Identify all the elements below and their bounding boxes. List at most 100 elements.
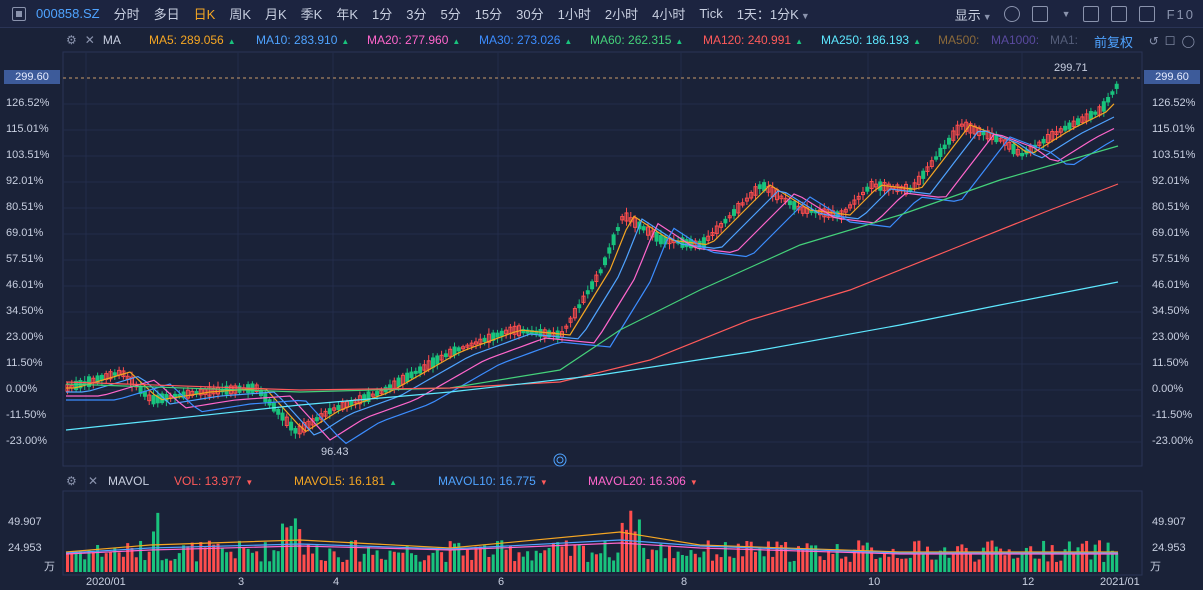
period-tab[interactable]: 5分 [440,7,461,22]
ma500-label[interactable]: MA500: [938,33,980,47]
fullscreen-icon[interactable] [1138,6,1155,22]
volume-bar [1016,557,1020,572]
period-tab-active[interactable]: 日K [193,7,216,22]
center-target-icon [553,453,567,467]
ma-item[interactable]: MA10: 283.910 ▲ [256,33,349,47]
undo-icon[interactable]: ↺ [1148,34,1159,48]
f10-button[interactable]: F10 [1166,6,1195,22]
candle-body [521,329,526,334]
candle-body [370,393,375,397]
period-tab[interactable]: 周K [229,7,251,22]
candle-body [800,206,805,214]
gear-icon[interactable]: ⚙ [66,33,77,47]
vol-item[interactable]: VOL: 13.977 ▼ [174,474,253,488]
ma-item[interactable]: MA60: 262.315 ▲ [590,33,683,47]
volume-bar [1115,552,1119,572]
volume-bar [857,540,861,572]
candle-body [314,417,319,422]
ma-item[interactable]: MA5: 289.056 ▲ [149,33,236,47]
volume-bar [1046,561,1050,572]
volume-bar [182,545,186,572]
volume-bar [633,531,637,572]
period-tab[interactable]: 月K [264,7,287,22]
candle-body [542,329,547,338]
volume-bar [637,519,641,572]
volume-bar [169,560,173,572]
period-tab[interactable]: 季K [300,7,323,22]
vol-item[interactable]: MAVOL10: 16.775 ▼ [438,474,548,488]
ma60-line [65,145,1119,393]
volume-bar [883,553,886,572]
volume-bar [736,543,740,572]
period-tab[interactable]: 年K [336,7,358,22]
ma60-label: MA60: 262.315 [590,33,672,47]
volume-bar [87,549,91,572]
volume-bar [336,557,340,572]
ma-item[interactable]: MA120: 240.991 ▲ [703,33,803,47]
candle-body [895,184,900,193]
volume-bar [195,561,198,572]
candle-body [646,226,650,236]
period-tab[interactable]: 15分 [474,7,503,22]
box-icon[interactable]: ☐ [1164,34,1176,48]
ma1-label[interactable]: MA1: [1050,33,1079,47]
up-arrow-icon: ▲ [341,37,350,46]
candle-body [190,390,195,397]
volume-bar [861,545,865,572]
top-toolbar: 000858.SZ 分时 多日 日K 周K 月K 季K 年K 1分 3分 5分 … [0,0,1203,28]
period-tab[interactable]: 多日 [153,7,180,22]
layout-icon[interactable] [1031,6,1048,22]
ma-item[interactable]: MA30: 273.026 ▲ [479,33,572,47]
vol-item[interactable]: MAVOL5: 16.181 ▲ [294,474,397,488]
down-arrow-icon: ▼ [539,478,548,487]
volume-bar [977,559,981,572]
circle-icon[interactable]: ◯ [1181,34,1195,48]
volume-bar [461,555,465,572]
down-arrow-icon: ▼ [689,478,698,487]
current-price-left: 299.60 [4,70,60,84]
close-icon[interactable]: ✕ [88,474,99,488]
period-tab[interactable]: 30分 [516,7,544,22]
candle-body [727,215,732,219]
vol-item[interactable]: MAVOL20: 16.306 ▼ [588,474,698,488]
pen-icon[interactable] [1110,6,1127,22]
period-tab[interactable]: 分时 [113,7,140,22]
gear-icon[interactable]: ⚙ [66,474,77,488]
volume-bar [564,540,568,572]
panel-toggle-icon[interactable] [12,6,26,21]
fuquan-dropdown[interactable]: 前复权 [1093,35,1133,50]
candle-body [439,354,444,361]
period-tab[interactable]: Tick [699,6,723,21]
period-dropdown[interactable]: 1天：1分K ▼ [737,4,810,23]
period-tab[interactable]: 2小时 [604,7,639,22]
price-axis-label: 0.00% [6,383,38,395]
price-axis-label: -23.00% [6,435,47,447]
volume-bar [603,541,607,572]
close-icon[interactable]: ✕ [84,33,95,47]
period-tab[interactable]: 3分 [406,7,427,22]
candle-body [581,295,586,303]
candle-body [577,304,582,309]
display-dropdown[interactable]: 显示 ▼ [955,5,992,24]
candle-body [633,217,638,228]
period-tab[interactable]: 1小时 [557,7,591,22]
ma-item[interactable]: MA250: 186.193 ▲ [821,33,921,47]
ma1000-label[interactable]: MA1000: [991,33,1040,47]
price-axis-label: 34.50% [6,305,44,317]
chevron-down-icon[interactable]: ▼ [1061,9,1071,19]
volume-bar [754,551,757,572]
candle-body [753,186,758,196]
ma-item[interactable]: MA20: 277.960 ▲ [367,33,460,47]
period-tab[interactable]: 1分 [372,7,393,22]
volume-bar [160,560,164,572]
candle-body [448,348,453,357]
settings-icon[interactable] [1003,6,1020,22]
candle-body [495,332,500,338]
volume-bar [994,546,998,572]
camera-icon[interactable] [1082,6,1099,22]
date-label: 3 [238,576,245,588]
candle-body [74,380,79,391]
period-tab[interactable]: 4小时 [652,7,686,22]
symbol-code[interactable]: 000858.SZ [36,6,100,21]
